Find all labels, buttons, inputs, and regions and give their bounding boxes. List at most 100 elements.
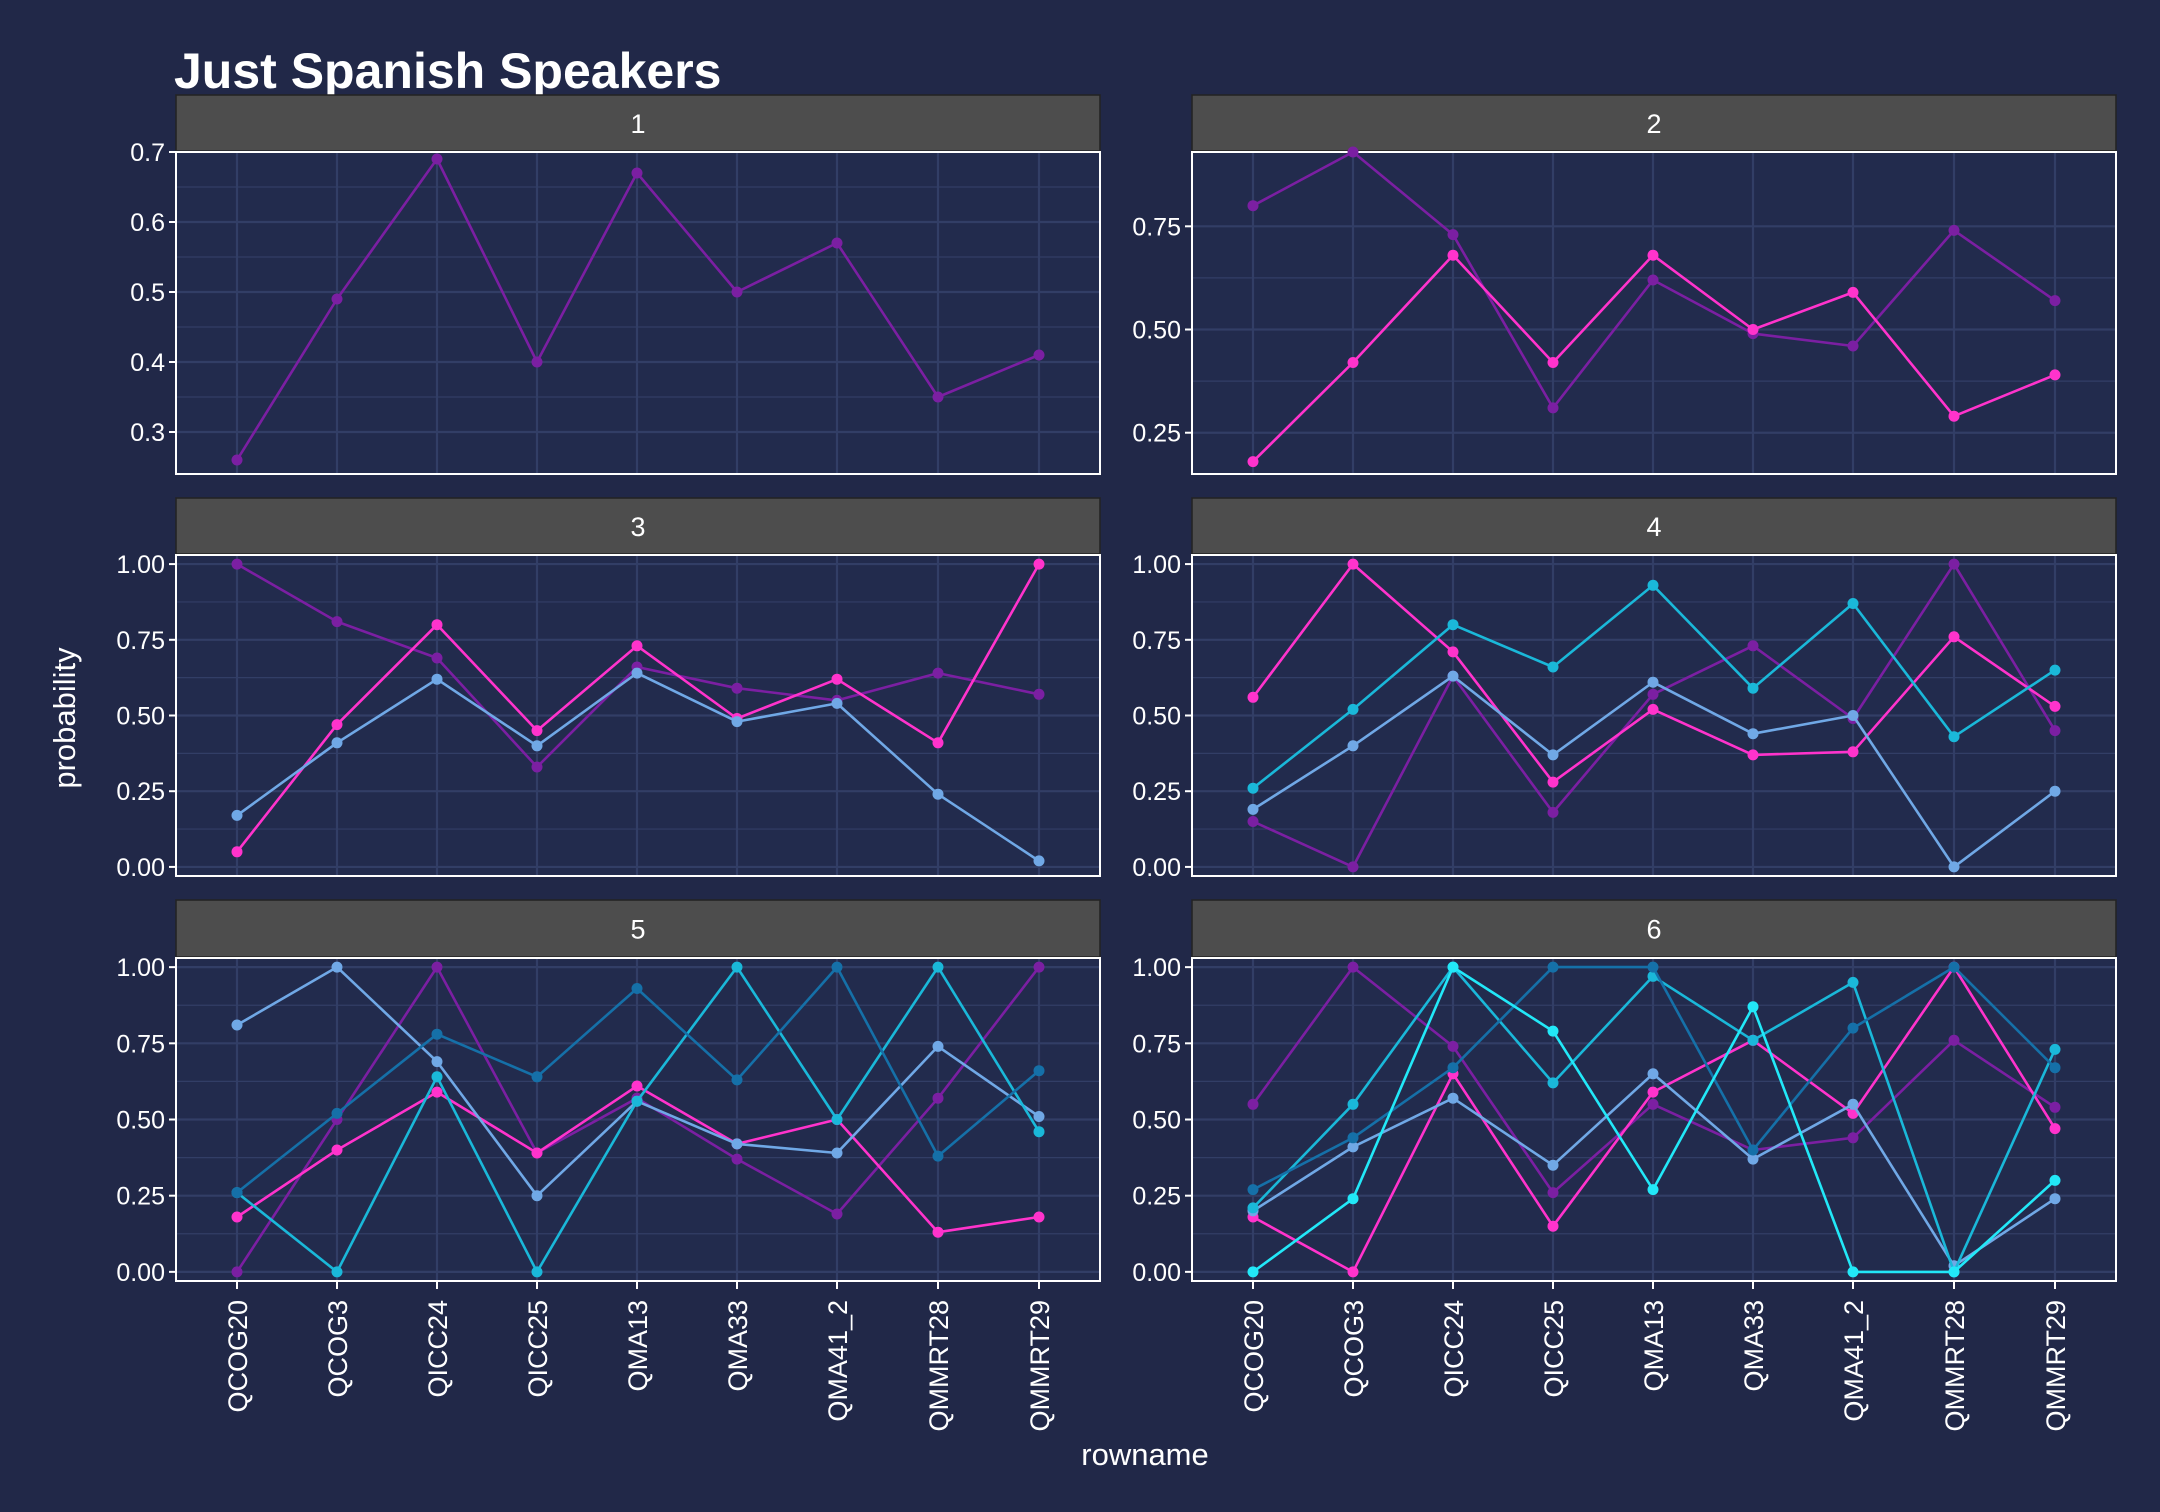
data-point [2049, 664, 2061, 676]
data-point [531, 725, 543, 737]
y-tick-label: 1.00 [1132, 954, 1181, 982]
data-point [631, 640, 643, 652]
data-point [631, 1095, 643, 1107]
x-tick-label: QCOG3 [323, 1300, 353, 1398]
data-point [1033, 1126, 1045, 1138]
data-point [1847, 1266, 1859, 1278]
data-point [1347, 558, 1359, 570]
data-point [1847, 746, 1859, 758]
data-point [231, 846, 243, 858]
data-point [531, 761, 543, 773]
data-point [531, 740, 543, 752]
x-tick-label: QICC24 [1439, 1300, 1469, 1398]
data-point [1033, 855, 1045, 867]
data-point [1547, 961, 1559, 973]
data-point [431, 1028, 443, 1040]
data-point [631, 167, 643, 179]
data-point [431, 619, 443, 631]
y-tick-label: 1.00 [116, 551, 165, 579]
data-point [1033, 558, 1045, 570]
data-point [731, 1153, 743, 1165]
data-point [331, 961, 343, 973]
data-point [1948, 861, 1960, 873]
data-point [1847, 976, 1859, 988]
x-tick-label: QMA33 [1739, 1300, 1769, 1392]
data-point [1948, 631, 1960, 643]
data-point [2049, 1043, 2061, 1055]
data-point [1647, 703, 1659, 715]
x-tick-label: QCOG20 [223, 1300, 253, 1413]
data-point [1747, 728, 1759, 740]
data-point [1747, 749, 1759, 761]
data-point [1547, 749, 1559, 761]
data-point [331, 1144, 343, 1156]
x-tick-label: QICC25 [523, 1300, 553, 1398]
data-point [2049, 1174, 2061, 1186]
data-point [1033, 349, 1045, 361]
data-point [531, 356, 543, 368]
data-point [231, 454, 243, 466]
data-point [831, 1147, 843, 1159]
data-point [1547, 661, 1559, 673]
data-point [531, 1266, 543, 1278]
facet-panel-5: 5 0.00 0.25 0.50 0.75 1.00 QCOG20 QCOG3 QICC24 QI… [116, 899, 1101, 1432]
data-point [1948, 961, 1960, 973]
facet-strip [175, 94, 1101, 152]
facet-strip-label: 3 [630, 512, 645, 542]
data-point [331, 616, 343, 628]
data-point [1033, 1211, 1045, 1223]
data-point [431, 153, 443, 165]
data-point [1647, 676, 1659, 688]
data-point [1447, 670, 1459, 682]
facet-panel-2: 2 0.25 0.50 0.75 [1132, 94, 2117, 475]
data-point [1948, 410, 1960, 422]
x-tick-label: QICC25 [1539, 1300, 1569, 1398]
data-point [631, 983, 643, 994]
data-point [2049, 700, 2061, 712]
facet-strip [1191, 497, 2117, 555]
facet-strip-label: 1 [630, 109, 645, 139]
data-point [1247, 803, 1259, 815]
x-tick-label: QMMRT29 [2041, 1300, 2071, 1432]
data-point [2049, 1193, 2061, 1205]
data-point [1033, 688, 1045, 700]
facet-strip [1191, 94, 2117, 152]
data-point [1347, 1266, 1359, 1278]
facet-strip-label: 2 [1646, 109, 1661, 139]
data-point [231, 1211, 243, 1223]
data-point [1647, 274, 1659, 286]
x-tick-label: QMA13 [623, 1300, 653, 1392]
data-point [831, 961, 843, 973]
y-tick-label: 0.50 [1132, 703, 1181, 731]
data-point [631, 667, 643, 679]
data-point [1948, 224, 1960, 236]
data-point [1747, 1001, 1759, 1013]
data-point [1347, 1098, 1359, 1110]
data-point [531, 1147, 543, 1159]
data-point [1847, 286, 1859, 298]
facet-panel-4: 4 0.00 0.25 0.50 0.75 1.00 [1132, 497, 2117, 882]
y-tick-label: 0.75 [1132, 627, 1181, 655]
data-point [231, 1266, 243, 1278]
data-point [831, 1114, 843, 1125]
data-point [731, 961, 743, 973]
y-tick-label: 1.00 [1132, 551, 1181, 579]
y-tick-label: 0.50 [116, 1107, 165, 1135]
data-point [1847, 598, 1859, 609]
y-tick-label: 0.50 [116, 703, 165, 731]
data-point [2049, 785, 2061, 797]
data-point [1033, 961, 1045, 973]
data-point [1347, 357, 1359, 368]
data-point [1447, 1040, 1459, 1052]
data-point [1547, 1220, 1559, 1232]
x-tick-label: QICC24 [423, 1300, 453, 1398]
data-point [1247, 1202, 1259, 1214]
x-tick-label: QCOG20 [1239, 1300, 1269, 1413]
y-tick-label: 0.50 [1132, 317, 1181, 345]
data-point [1647, 579, 1659, 591]
data-point [1847, 1132, 1859, 1144]
data-point [1247, 1184, 1259, 1196]
data-point [1647, 961, 1659, 973]
y-tick-label: 0.25 [1132, 1183, 1181, 1211]
data-point [1547, 806, 1559, 818]
